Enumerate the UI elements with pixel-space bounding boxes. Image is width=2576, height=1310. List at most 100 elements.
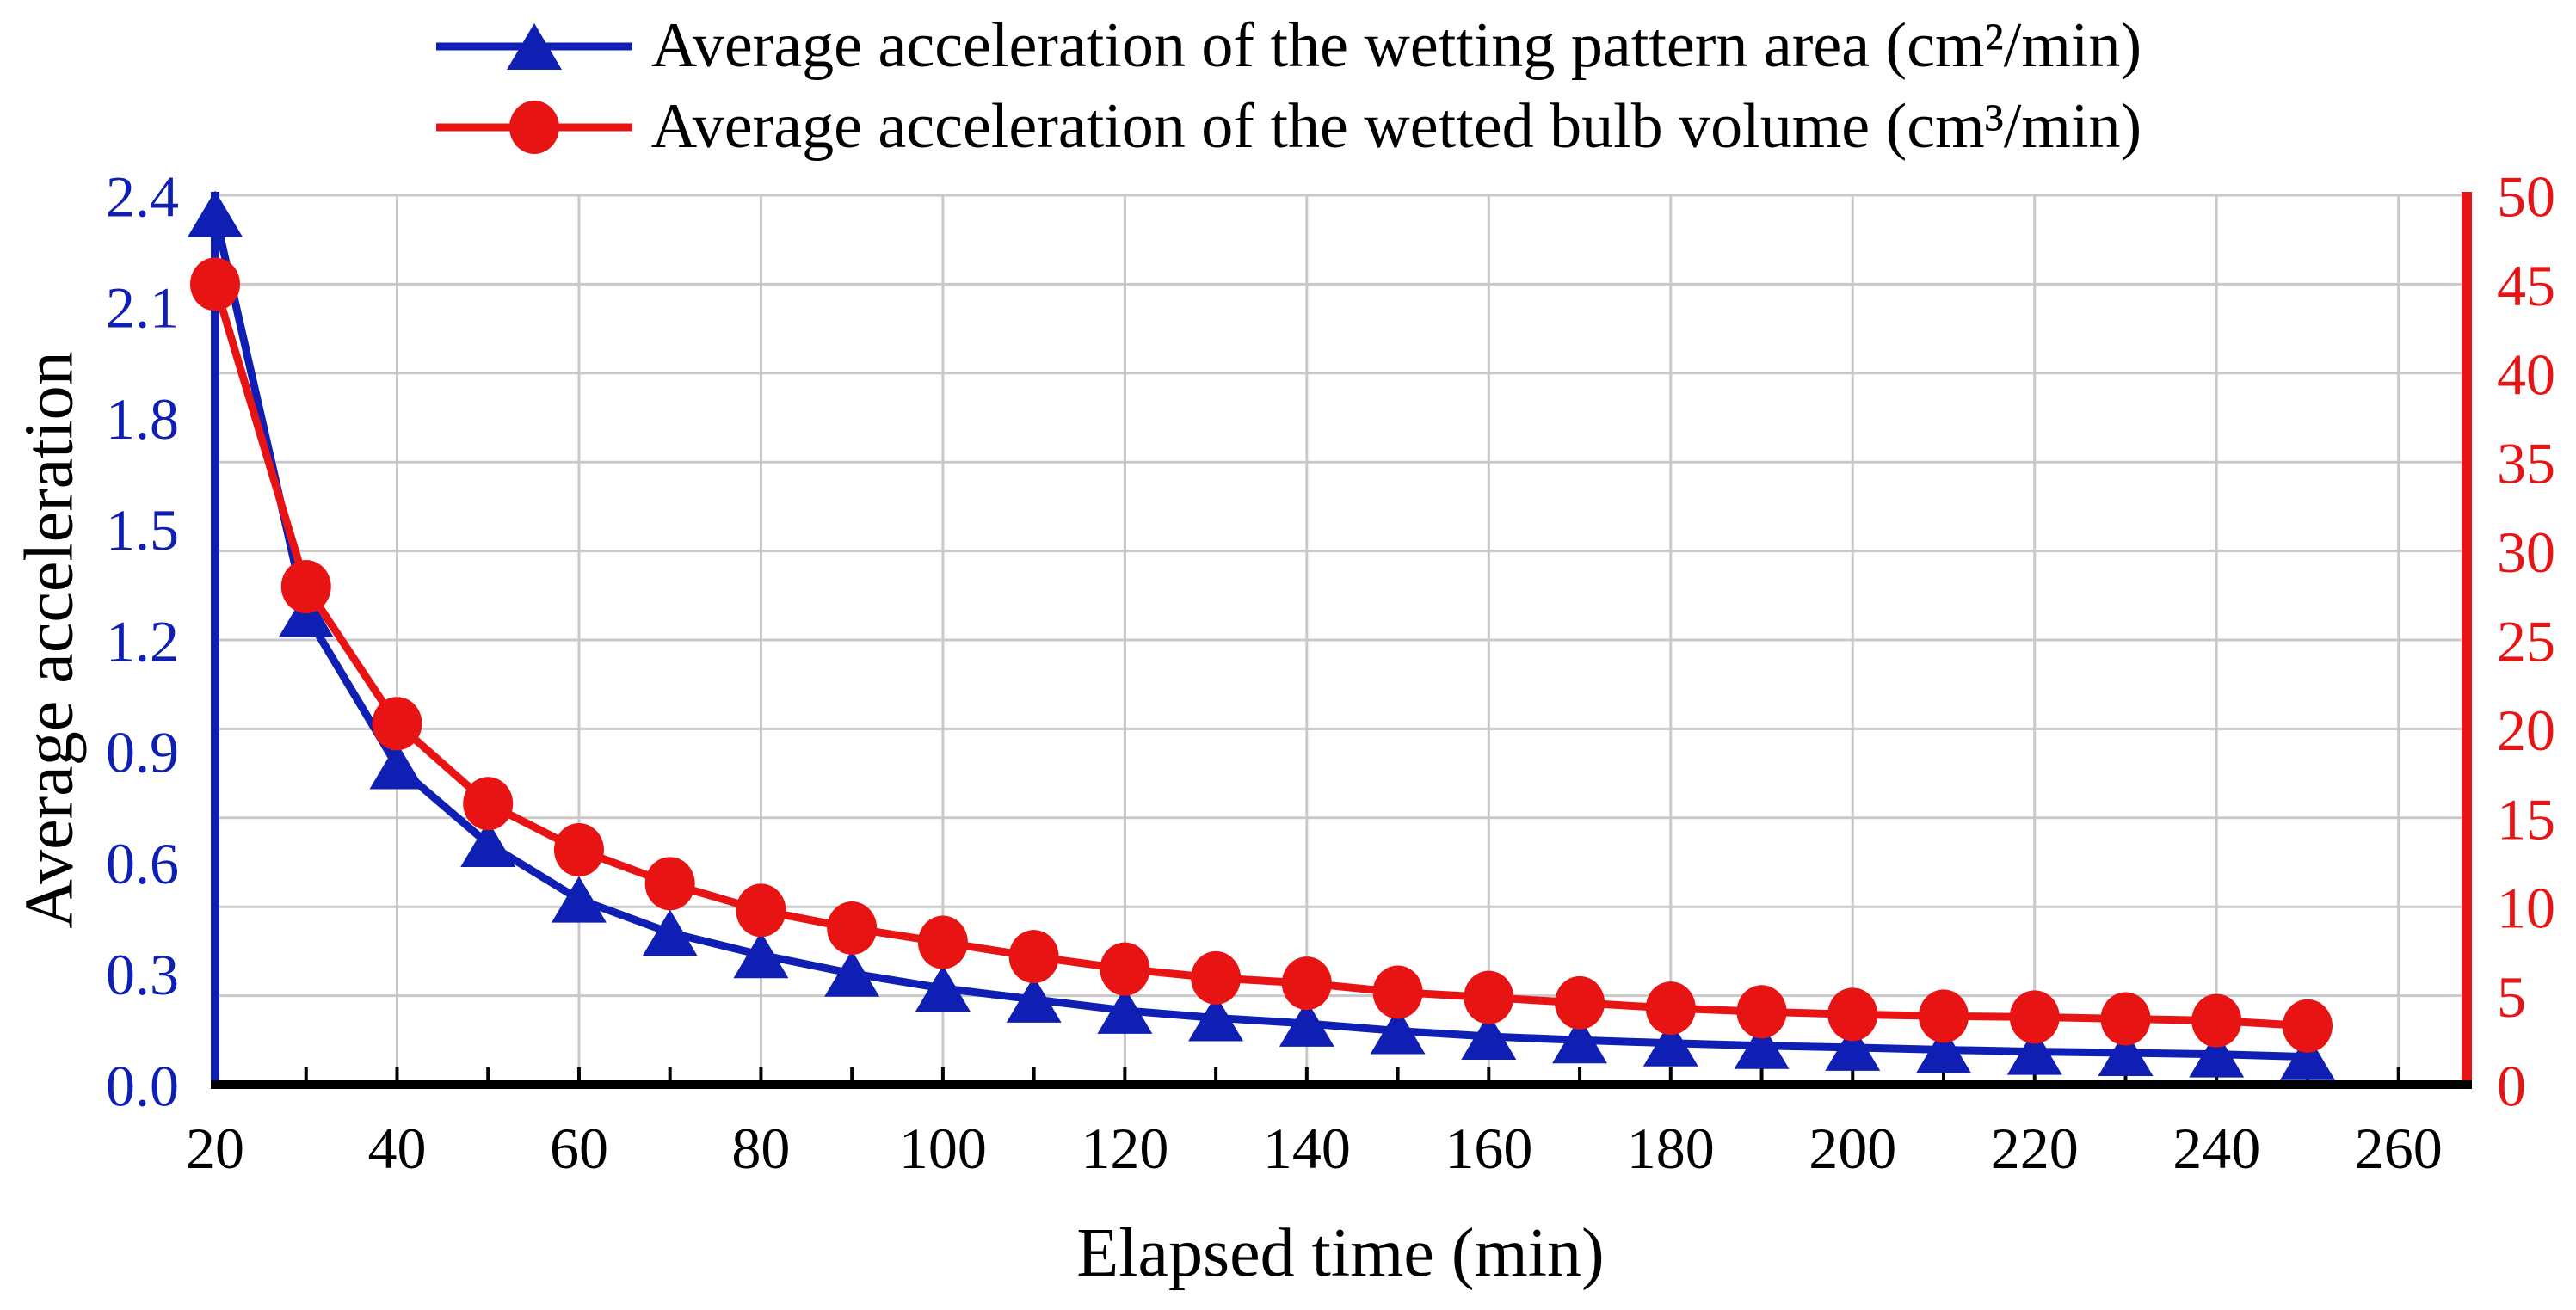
y-right-tick-label: 15 (2497, 786, 2555, 852)
gridlines (215, 194, 2467, 1086)
data-point-triangle-marker (824, 950, 880, 997)
data-point-circle-marker (736, 883, 786, 938)
x-tick-label: 140 (1263, 1116, 1351, 1181)
y-left-tick-label: 0.6 (106, 831, 179, 896)
data-point-triangle-marker (1097, 987, 1153, 1034)
y-left-tick-label: 0.9 (106, 720, 179, 785)
data-point-circle-marker (1919, 989, 1969, 1043)
x-tick-label: 100 (899, 1116, 987, 1181)
data-point-circle-marker (1191, 950, 1242, 1005)
data-point-triangle-marker (2189, 1030, 2245, 1078)
y-left-tick-label: 1.5 (106, 497, 179, 563)
data-point-triangle-marker (1279, 999, 1334, 1047)
y-left-tick-label: 2.1 (106, 275, 179, 341)
x-tick-label: 20 (186, 1116, 244, 1181)
legend-label-wetted-bulb-volume: Average acceleration of the wetted bulb … (650, 91, 2142, 163)
data-point-triangle-marker (2098, 1029, 2154, 1076)
data-point-circle-marker (827, 901, 878, 956)
data-point-triangle-marker (642, 909, 698, 956)
data-point-triangle-marker (915, 964, 971, 1012)
data-point-circle-marker (190, 257, 240, 311)
legend-circle-glyph (508, 101, 559, 154)
y-right-tick-label: 40 (2497, 341, 2555, 407)
data-point-triangle-marker (2006, 1028, 2062, 1075)
y-right-tick-label: 35 (2497, 431, 2555, 496)
data-point-triangle-marker (1188, 994, 1244, 1042)
y-left-tick-label: 2.4 (106, 163, 179, 229)
data-point-circle-marker (644, 857, 695, 911)
data-point-triangle-marker (1734, 1022, 1790, 1069)
data-point-circle-marker (372, 697, 422, 751)
data-point-circle-marker (1736, 985, 1787, 1039)
axis-tick-labels: 0.0 0.3 0.6 0.9 1.2 1.5 1.8 2.1 2.4 0 5 10 15 20 25 30 3… (106, 163, 2555, 1181)
data-point-circle-marker (1827, 987, 1878, 1042)
legend-item-wetting-pattern-area: Average acceleration of the wetting patt… (434, 9, 2142, 84)
legend-triangle-marker-icon (435, 23, 632, 70)
series-wetted-bulb-volume (190, 257, 2333, 1053)
x-tick-label: 120 (1081, 1116, 1168, 1181)
data-point-triangle-marker (278, 590, 334, 637)
data-point-triangle-marker (2279, 1033, 2335, 1080)
legend-item-wetted-bulb-volume: Average acceleration of the wetted bulb … (434, 89, 2142, 165)
data-point-circle-marker (2191, 993, 2242, 1048)
data-point-circle-marker (1372, 965, 1423, 1019)
data-point-circle-marker (553, 823, 604, 877)
y-right-tick-label: 5 (2497, 964, 2526, 1030)
data-point-circle-marker (463, 777, 514, 831)
series-line (211, 212, 2308, 1061)
x-tick-label: 40 (367, 1116, 426, 1181)
y-left-tick-label: 0.0 (106, 1053, 179, 1118)
series-wetting-pattern-area (188, 190, 2335, 1080)
data-point-triangle-marker (1825, 1024, 1881, 1071)
data-point-triangle-marker (188, 190, 243, 237)
data-point-circle-marker (1008, 930, 1059, 984)
data-point-circle-marker (1555, 975, 1605, 1030)
legend-label-wetting-pattern-area: Average acceleration of the wetting patt… (650, 10, 2142, 82)
data-point-triangle-marker (1461, 1012, 1517, 1060)
legend-circle-marker-icon (435, 101, 632, 154)
y-right-tick-label: 0 (2497, 1053, 2526, 1118)
x-tick-label: 60 (550, 1116, 608, 1181)
y-left-tick-label: 1.2 (106, 608, 179, 673)
data-point-triangle-marker (1642, 1019, 1698, 1067)
data-point-triangle-marker (1916, 1026, 1972, 1073)
y-right-tick-label: 50 (2497, 163, 2555, 229)
y-right-tick-label: 10 (2497, 876, 2555, 941)
data-point-triangle-marker (733, 932, 789, 979)
data-point-circle-marker (1645, 981, 1696, 1036)
x-tick-label: 160 (1445, 1116, 1532, 1181)
y-axis-title: Average acceleration (11, 351, 88, 929)
x-tick-label: 200 (1809, 1116, 1896, 1181)
series-line (211, 283, 2308, 1030)
data-point-circle-marker (2009, 990, 2060, 1044)
legend-triangle-glyph (506, 23, 562, 70)
x-tick-label: 220 (1991, 1116, 2079, 1181)
x-axis-title: Elapsed time (min) (1076, 1215, 1605, 1291)
data-point-triangle-marker (1006, 975, 1062, 1023)
x-tick-label: 180 (1627, 1116, 1715, 1181)
data-point-triangle-marker (460, 820, 516, 867)
data-point-circle-marker (280, 559, 331, 613)
data-point-circle-marker (1281, 956, 1332, 1011)
x-tick-label: 260 (2355, 1116, 2443, 1181)
data-point-circle-marker (2282, 999, 2333, 1053)
x-tick-label: 240 (2172, 1116, 2260, 1181)
y-right-tick-label: 45 (2497, 253, 2555, 318)
data-point-circle-marker (1464, 970, 1514, 1024)
data-point-triangle-marker (369, 742, 425, 790)
y-right-tick-label: 30 (2497, 520, 2555, 585)
data-point-triangle-marker (551, 876, 607, 923)
x-tick-label: 80 (731, 1116, 790, 1181)
y-right-tick-label: 20 (2497, 698, 2555, 763)
y-left-tick-label: 0.3 (106, 942, 179, 1007)
data-point-circle-marker (917, 915, 968, 969)
y-right-tick-label: 25 (2497, 608, 2555, 673)
data-point-circle-marker (2100, 992, 2151, 1046)
chart-legend: Average acceleration of the wetting patt… (0, 9, 2576, 165)
data-point-circle-marker (1100, 942, 1150, 996)
y-left-tick-label: 1.8 (106, 386, 179, 452)
data-point-triangle-marker (1370, 1007, 1426, 1055)
data-point-triangle-marker (1552, 1017, 1608, 1064)
